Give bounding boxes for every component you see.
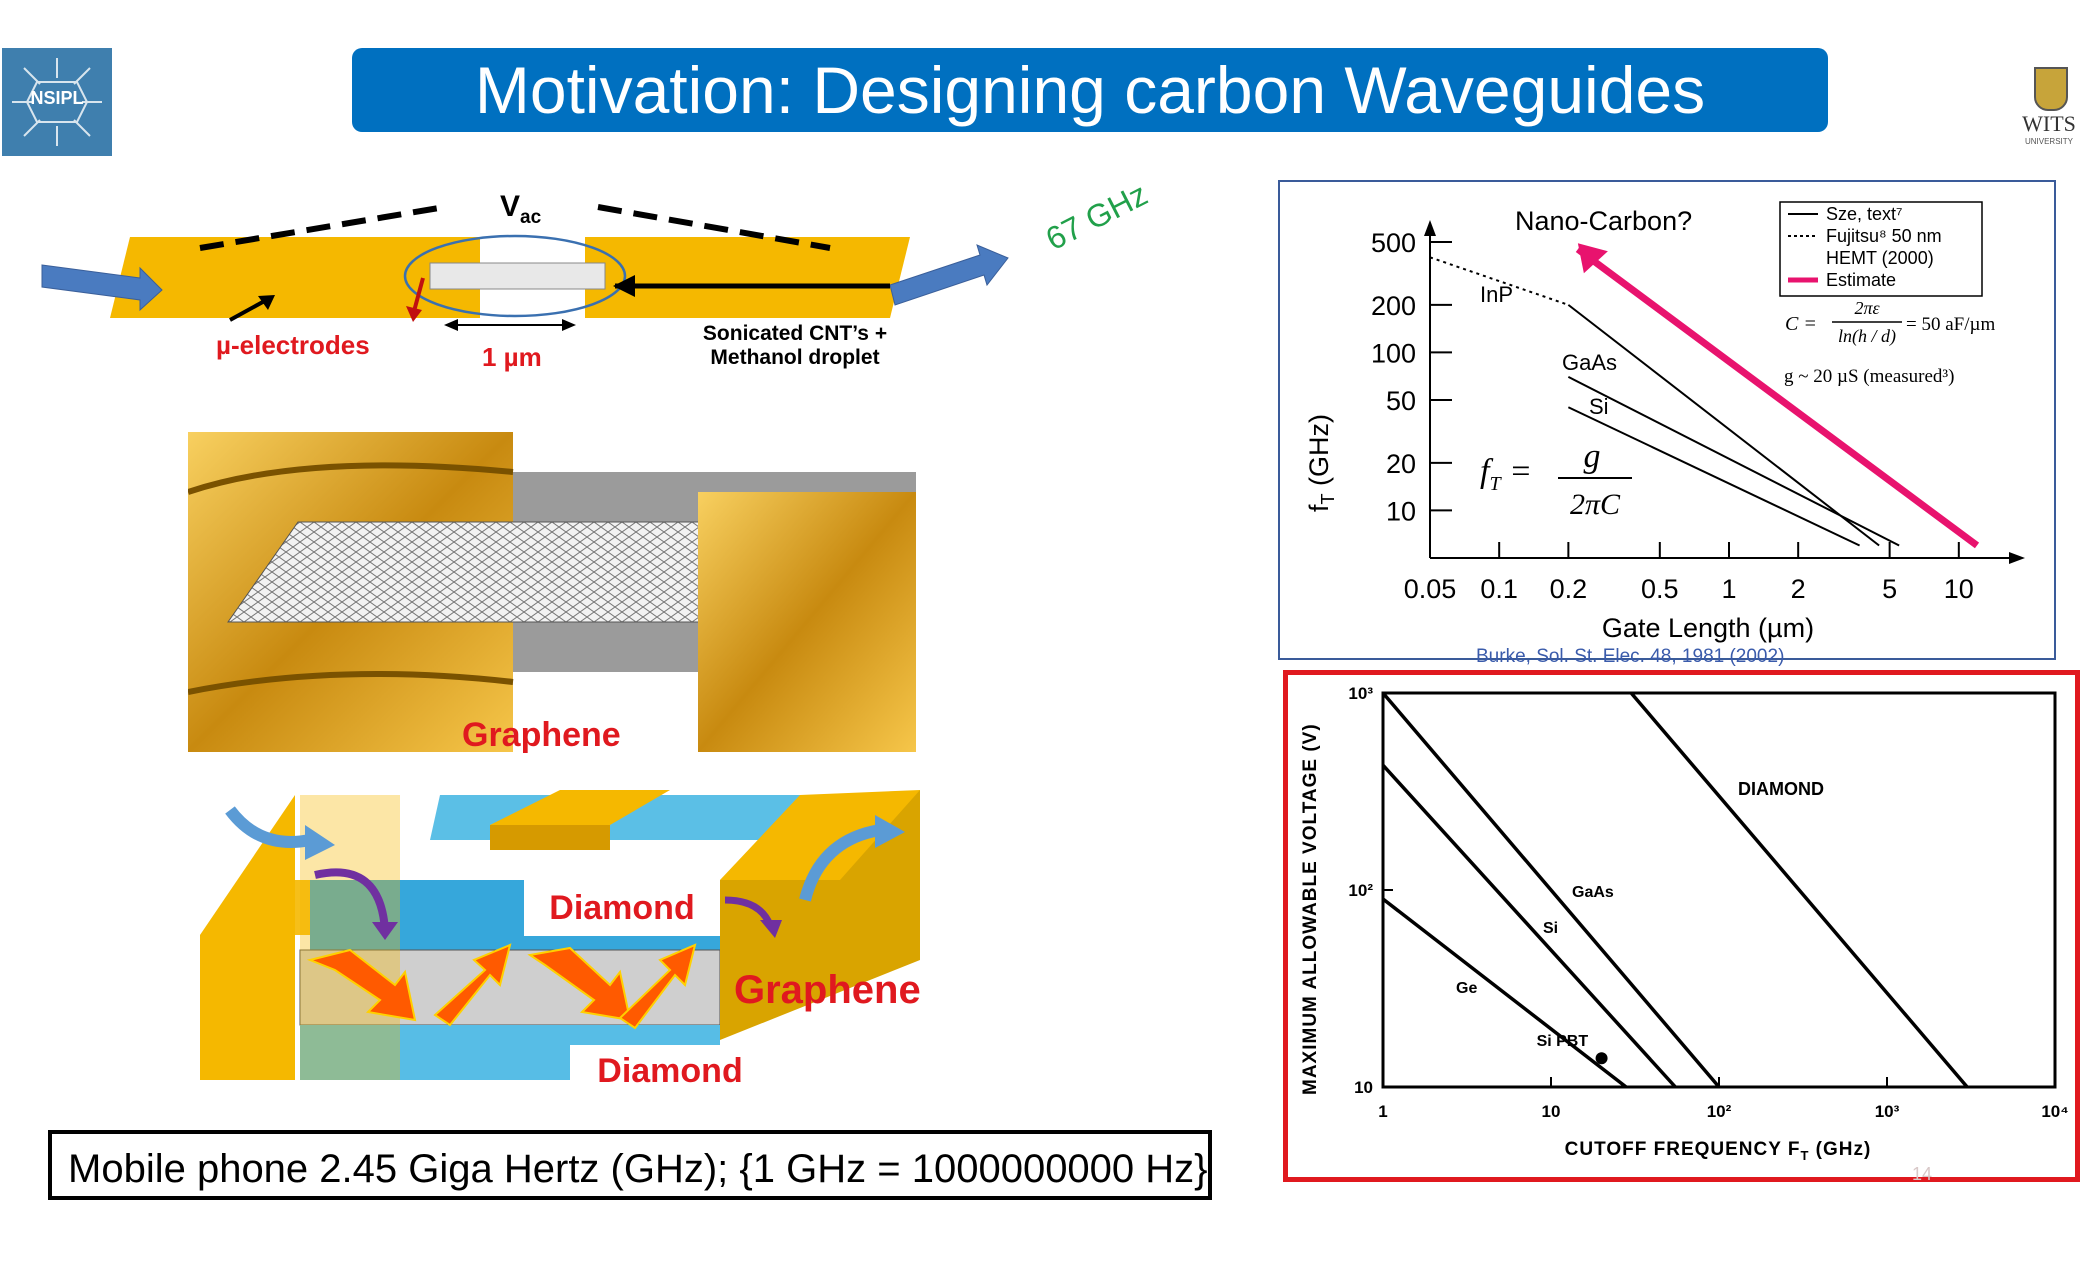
nano-carbon-label: Nano-Carbon? (1515, 206, 1692, 236)
y-tick-label: 10 (1386, 496, 1416, 526)
x-tick-label: 0.05 (1404, 574, 1457, 604)
ft-formula-lhs: fT = (1480, 453, 1532, 495)
y-tick-label: 10³ (1348, 684, 1373, 703)
x-axis-label: Gate Length (µm) (1602, 613, 1814, 643)
y-tick-label: 100 (1371, 338, 1416, 368)
plot-frame (1381, 691, 2057, 1089)
ft-chart-svg: 0.05 0.1 0.2 0.5 1 2 5 10 500 200 100 50 20 10 Gate Le… (1304, 201, 2025, 643)
c-formula-den: ln(h / d) (1838, 326, 1896, 347)
series-gaas (1567, 376, 1900, 547)
y-tick-label: 200 (1371, 291, 1416, 321)
legend-item: Fujitsu⁸ 50 nm (1826, 226, 1942, 246)
slide-title: Motivation: Designing carbon Waveguides (352, 48, 1828, 132)
x-axis-label: CUTOFF FREQUENCY FT (GHz) (1565, 1139, 1872, 1163)
x-tick-label: 10³ (1875, 1102, 1900, 1121)
x-tick-label: 10 (1542, 1102, 1561, 1121)
si-pbt-label: Si PBT (1537, 1033, 1589, 1050)
page-number: 14 (1912, 1164, 1933, 1184)
label-ge: Ge (1456, 980, 1477, 997)
ft-formula-num: g (1584, 438, 1601, 475)
dashed-lead-right (597, 204, 831, 251)
graphene-device-image (188, 432, 916, 752)
voltage-vs-frequency-chart: 1 10 10² 10³ 10⁴ 10 10² 10³ CUTOFF FREQUENCY FT … (1283, 670, 2080, 1182)
x-tick-label: 0.2 (1550, 574, 1588, 604)
electrodes-label: µ-electrodes (216, 330, 370, 360)
y-tick-label: 10 (1354, 1078, 1373, 1097)
cnt-line-1: Sonicated CNT’s + (702, 322, 888, 345)
scale-label: 1 µm (482, 342, 542, 372)
right-electrode (585, 237, 910, 318)
x-tick-label: 1 (1721, 574, 1736, 604)
x-tick-label: 0.5 (1641, 574, 1679, 604)
y-tick-label: 10² (1348, 881, 1373, 900)
frequency-note: Mobile phone 2.45 Giga Hertz (GHz); {1 G… (48, 1130, 1212, 1200)
cnt-description: Sonicated CNT’s + Methanol droplet (670, 322, 920, 370)
y-tick-label: 50 (1386, 386, 1416, 416)
electrode-diagram (41, 204, 1009, 331)
label-si: Si (1543, 920, 1558, 937)
input-arrow (41, 264, 163, 312)
ft-vs-gate-length-chart: 0.05 0.1 0.2 0.5 1 2 5 10 500 200 100 50 20 10 Gate Le… (1278, 180, 2056, 660)
ft-formula-den: 2πC (1570, 488, 1621, 521)
series-diamond (1629, 691, 1969, 1089)
x-tick-label: 10 (1944, 574, 1974, 604)
measured-note: g ~ 20 µS (measured³) (1784, 366, 1954, 387)
y-tick-label: 500 (1371, 228, 1416, 258)
wits-shield-icon (2034, 67, 2068, 111)
diamond-top-label: Diamond (524, 880, 720, 936)
wits-logo: WITS UNIVERSITY (2008, 55, 2090, 155)
chart-citation: Burke, Sol. St. Elec. 48, 1981 (2002) (1476, 646, 1785, 667)
right-gold-block (698, 492, 916, 752)
x-tick-label: 1 (1378, 1102, 1387, 1121)
y-axis-label: fT (GHz) (1304, 414, 1338, 512)
series-estimate (1575, 246, 1980, 549)
output-arrow (889, 244, 1009, 306)
c-formula-lhs: C = (1785, 313, 1817, 335)
x-tick-label: 0.1 (1480, 574, 1518, 604)
dashed-lead-left (199, 204, 446, 251)
nsipl-logo-text: NSIPL (30, 88, 84, 108)
c-formula-num: 2πε (1854, 298, 1880, 318)
wits-logo-subtext: UNIVERSITY (2024, 137, 2073, 146)
vac-label: Vac (500, 190, 542, 228)
x-tick-label: 5 (1882, 574, 1897, 604)
series-hemt (1429, 256, 1569, 306)
series-gaas (1381, 691, 1721, 1089)
label-gaas: GaAs (1562, 350, 1617, 375)
sample-ellipse (403, 234, 627, 318)
graphene-label: Graphene (734, 968, 921, 1012)
legend-item: Estimate (1826, 270, 1896, 290)
x-axis-arrow (2009, 552, 2025, 564)
label-inp: InP (1480, 282, 1513, 307)
graphene-caption: Graphene (462, 716, 621, 754)
cnt-line-2: Methanol droplet (710, 346, 880, 369)
label-gaas: GaAs (1572, 884, 1614, 901)
cnt-sample (429, 262, 606, 290)
x-tick-label: 2 (1791, 574, 1806, 604)
label-diamond: DIAMOND (1738, 779, 1824, 799)
estimate-arrowhead (1577, 243, 1608, 274)
y-tick-label: 20 (1386, 449, 1416, 479)
legend-item: Sze, text⁷ (1826, 204, 1903, 224)
series-si (1567, 406, 1861, 547)
legend-item: HEMT (2000) (1826, 248, 1934, 268)
x-tick-label: 10⁴ (2041, 1102, 2068, 1121)
label-si: Si (1589, 394, 1609, 419)
left-electrode (110, 237, 480, 318)
wits-logo-text: WITS (2022, 111, 2076, 136)
series-si (1381, 764, 1677, 1089)
y-axis-label: MAXIMUM ALLOWABLE VOLTAGE (V) (1300, 723, 1321, 1095)
x-tick-label: 10² (1707, 1102, 1732, 1121)
series-inp (1567, 304, 1880, 547)
y-axis-arrow (1424, 220, 1436, 236)
nsipl-logo: NSIPL (2, 48, 112, 156)
diamond-bottom-label: Diamond (570, 1045, 770, 1097)
si-pbt-point (1595, 1052, 1608, 1065)
series-ge (1381, 897, 1628, 1089)
c-formula-rhs: = 50 aF/µm (1906, 314, 1995, 335)
